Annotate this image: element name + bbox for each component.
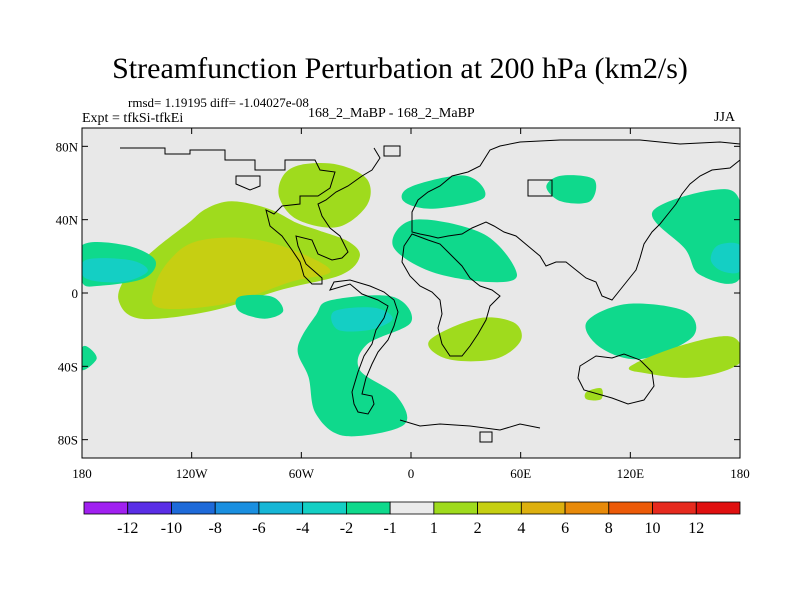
colorbar-swatch: [608, 501, 653, 515]
colorbar-label: 10: [645, 520, 661, 537]
contour-region-indian-ocean-negative: [585, 303, 697, 360]
colorbar-swatch: [477, 501, 522, 515]
contour-region-east-pacific-core: [82, 258, 148, 283]
colorbar-swatch: [258, 501, 304, 515]
greenland-coast: [383, 145, 401, 157]
antarctic-coast: [399, 419, 541, 431]
colorbar-label: -8: [209, 520, 222, 537]
colorbar-swatch: [127, 501, 172, 515]
colorbar-swatch: [520, 501, 566, 515]
coastline: [120, 139, 740, 443]
africa-coast: [401, 233, 501, 357]
north-america-coast: [120, 147, 381, 285]
x-tick-label: 60W: [289, 466, 315, 481]
colorbar-swatch: [171, 501, 216, 515]
contour-region-north-america-positive: [278, 163, 371, 228]
y-tick-label: 40N: [56, 213, 79, 228]
colorbar-swatch: [214, 501, 260, 515]
colorbar-swatch: [389, 501, 435, 515]
colorbar-label: -4: [296, 520, 309, 537]
case-label: 168_2_MaBP - 168_2_MaBP: [308, 106, 475, 121]
contour-region-europe-negative: [401, 175, 486, 209]
experiment-label: Expt = tfkSi-tfkEi: [82, 111, 184, 126]
australia-coast: [577, 353, 655, 405]
contour-region-west-pacific-core: [710, 242, 740, 274]
antarctic-island-coast: [479, 431, 493, 443]
x-axis: 180 120W 60W 0 60E 120E 180: [72, 128, 750, 481]
eurasia-coast: [411, 139, 740, 301]
colorbar-label: 8: [605, 520, 613, 537]
colorbar-label: -2: [340, 520, 353, 537]
colorbar-label: -10: [161, 520, 182, 537]
colorbar-swatch: [345, 501, 391, 515]
colorbar-swatch: [695, 501, 741, 515]
contour-region-south-africa-positive: [428, 317, 522, 362]
caspian-coast: [527, 179, 553, 197]
contour-region-south-atlantic-core: [331, 307, 393, 332]
contour-region-small-south-pacific-negative: [235, 294, 284, 319]
colorbar-swatch: [652, 501, 697, 515]
y-tick-label: 0: [72, 286, 79, 301]
colorbar-swatch: [83, 501, 129, 515]
x-tick-label: 120W: [176, 466, 209, 481]
x-tick-label: 120E: [617, 466, 645, 481]
colorbar-label: -1: [383, 520, 396, 537]
x-tick-label: 180: [730, 466, 750, 481]
y-tick-label: 80S: [58, 433, 78, 448]
contour-region-asia-negative: [546, 175, 597, 204]
colorbar-label: 4: [517, 520, 525, 537]
stats-text: rmsd= 1.19195 diff= -1.04027e-08: [128, 95, 309, 110]
colorbar-label: -6: [252, 520, 265, 537]
colorbar-label: 12: [688, 520, 704, 537]
season-label: JJA: [714, 110, 736, 125]
arctic-island-coast: [235, 175, 261, 191]
colorbar-swatch: [302, 501, 347, 515]
colorbar-label: 6: [561, 520, 569, 537]
y-axis: 80N 40N 0 40S 80S: [56, 139, 740, 448]
x-tick-label: 180: [72, 466, 92, 481]
y-tick-label: 80N: [56, 139, 79, 154]
contour-region-north-pacific-core: [151, 237, 331, 310]
south-america-coast: [329, 279, 399, 415]
colorbar: -12 -10 -8 -6 -4 -2 -1 1 2 4 6 8 10 12: [83, 501, 741, 537]
contour-region-south-atlantic-negative: [297, 295, 413, 437]
contour-region-antarctic-negative: [82, 345, 97, 371]
colorbar-swatch: [564, 501, 610, 515]
x-tick-label: 60E: [510, 466, 531, 481]
colorbar-swatch: [433, 501, 479, 515]
y-tick-label: 40S: [58, 359, 78, 374]
x-tick-label: 0: [408, 466, 415, 481]
contour-region-south-pacific-positive: [628, 336, 740, 378]
colorbar-label: 2: [474, 520, 482, 537]
contour-regions: [82, 163, 740, 437]
colorbar-label: -12: [117, 520, 138, 537]
chart-title: Streamfunction Perturbation at 200 hPa (…: [112, 52, 688, 85]
colorbar-label: 1: [430, 520, 438, 537]
